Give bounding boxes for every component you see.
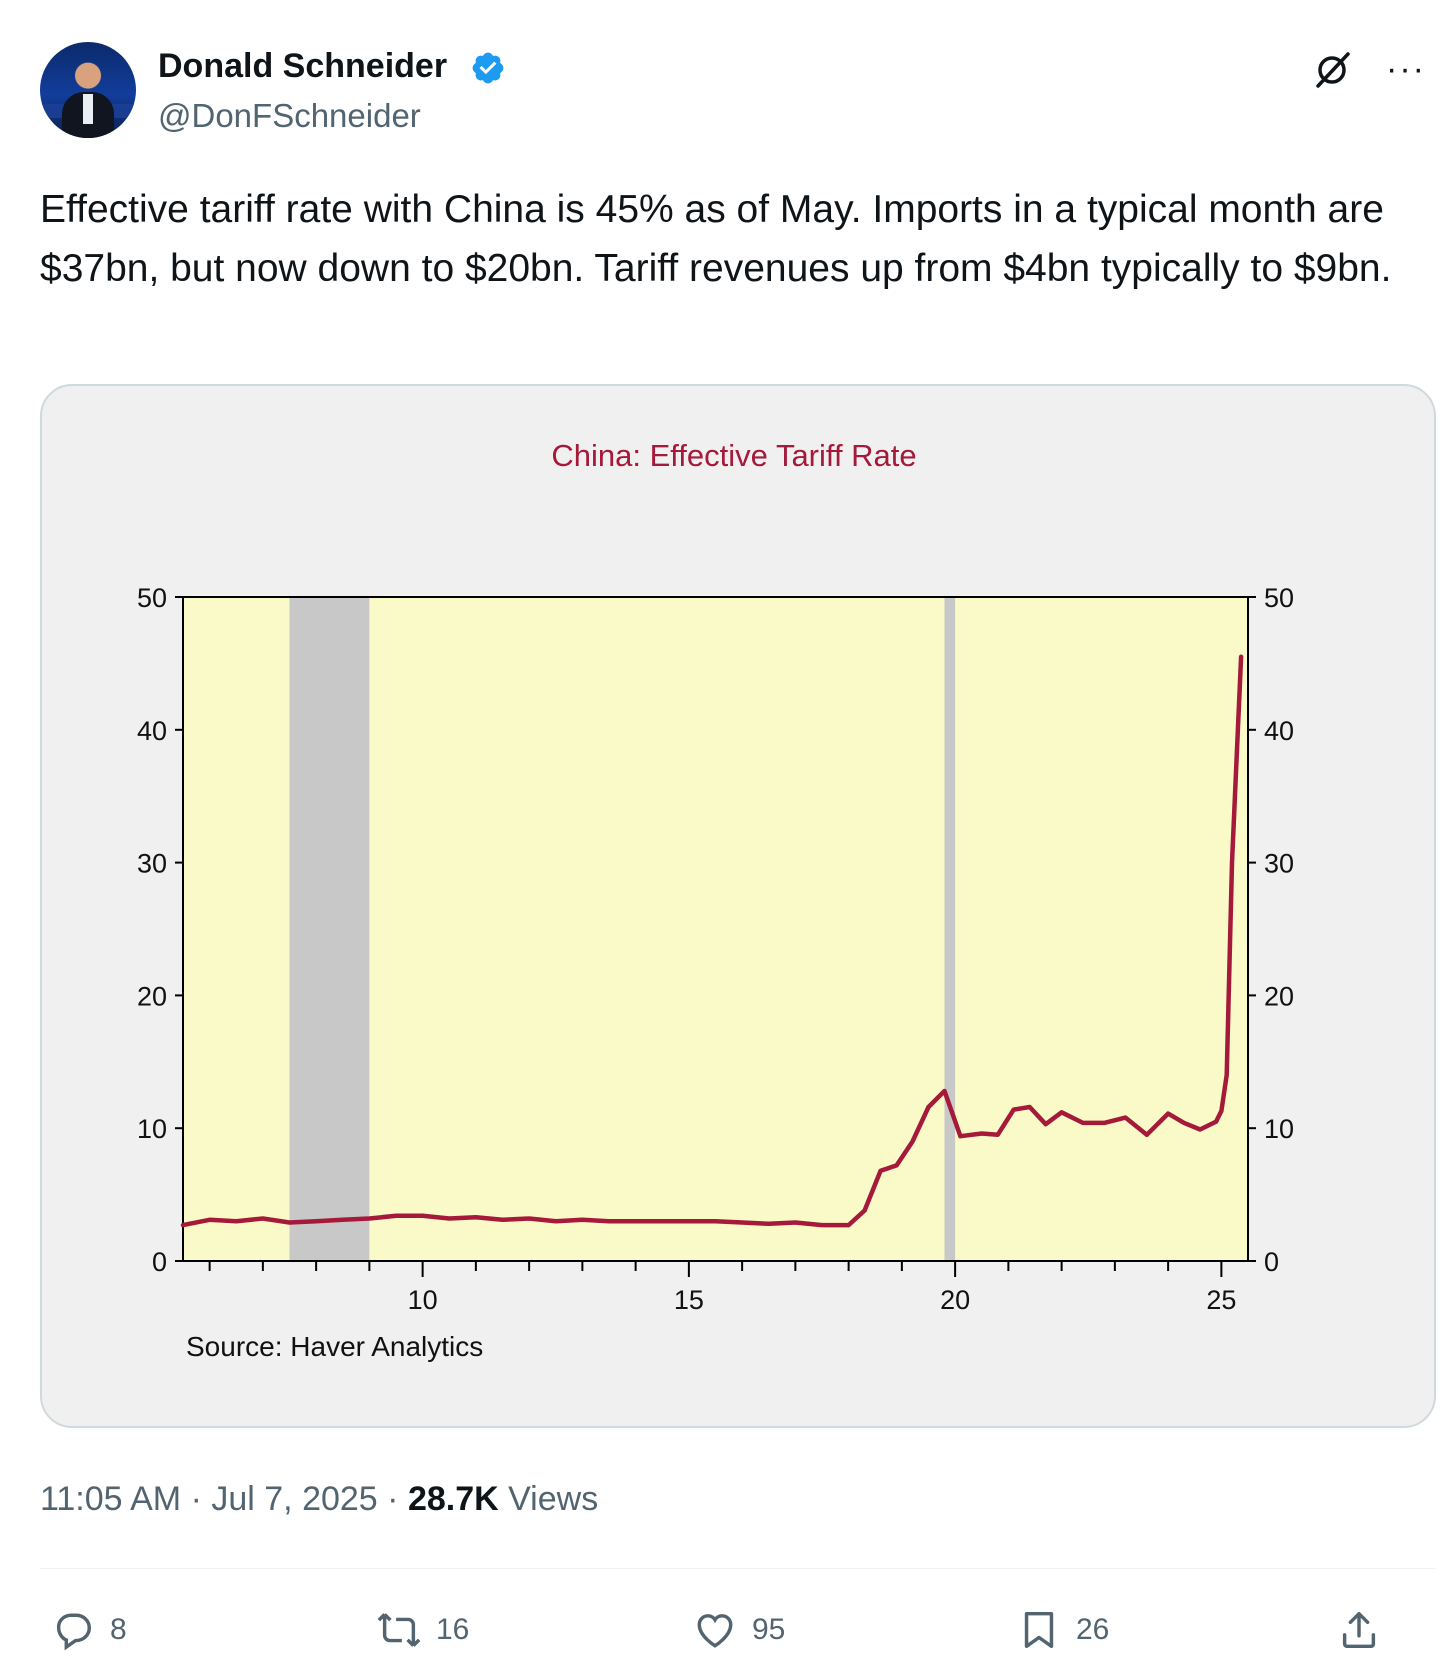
tweet-timestamp: 11:05 AM · Jul 7, 2025 · 28.7K Views — [40, 1478, 598, 1520]
y-tick-label-right: 10 — [1264, 1114, 1294, 1144]
y-tick-label-right: 50 — [1264, 583, 1294, 613]
tweet-time[interactable]: 11:05 AM — [40, 1480, 182, 1518]
bookmark-icon — [1024, 1611, 1054, 1649]
repost-button[interactable]: 16 — [376, 1606, 469, 1654]
views-count: 28.7K — [407, 1480, 499, 1518]
repost-icon — [377, 1613, 421, 1647]
x-tick-label: 25 — [1206, 1285, 1236, 1315]
recession-band-0 — [289, 597, 370, 1261]
y-tick-label-left: 0 — [152, 1247, 167, 1277]
y-tick-label-left: 50 — [137, 583, 167, 613]
author-name[interactable]: Donald Schneider — [158, 47, 448, 85]
y-tick-label-right: 30 — [1264, 849, 1294, 879]
chart-series-line — [180, 654, 1244, 1228]
reply-icon — [56, 1613, 92, 1651]
author-avatar[interactable] — [40, 42, 136, 138]
chart-axes: 0 0 10 10 20 20 30 30 40 40 50 50 10 15 20 25 — [137, 583, 1294, 1315]
views-label: Views — [498, 1480, 599, 1518]
y-tick-label-right: 20 — [1264, 981, 1294, 1011]
tweet-media-chart[interactable]: China: Effective Tariff Rate 0 0 10 10 20 20 3… — [40, 384, 1436, 1428]
x-tick-label: 20 — [940, 1285, 970, 1315]
grok-icon[interactable] — [1310, 48, 1354, 92]
separator-1: · — [181, 1480, 212, 1518]
avatar-shirt — [83, 94, 93, 124]
chart-title: China: Effective Tariff Rate — [551, 438, 916, 473]
tweet-text: Effective tariff rate with China is 45% … — [40, 188, 1392, 290]
share-icon — [1342, 1611, 1376, 1649]
reply-count: 8 — [110, 1613, 127, 1646]
more-options-icon[interactable]: ··· — [1386, 50, 1426, 88]
chart-svg: China: Effective Tariff Rate 0 0 10 10 20 20 3… — [137, 438, 1294, 1362]
like-button[interactable]: 95 — [692, 1606, 785, 1654]
chart-source: Source: Haver Analytics — [186, 1331, 483, 1362]
tariff-rate-line — [180, 654, 1244, 1228]
tweet-date[interactable]: Jul 7, 2025 — [211, 1480, 378, 1518]
recession-shading — [289, 597, 956, 1261]
y-tick-label-left: 40 — [137, 716, 167, 746]
like-count: 95 — [752, 1613, 786, 1646]
y-tick-label-left: 10 — [137, 1114, 167, 1144]
repost-count: 16 — [436, 1613, 470, 1646]
y-tick-label-left: 30 — [137, 849, 167, 879]
y-tick-label-right: 40 — [1264, 716, 1294, 746]
bookmark-count: 26 — [1076, 1613, 1110, 1646]
y-tick-label-right: 0 — [1264, 1247, 1279, 1277]
y-tick-label-left: 20 — [137, 981, 167, 1011]
x-tick-label: 10 — [408, 1285, 438, 1315]
bookmark-button[interactable]: 26 — [1016, 1606, 1109, 1654]
author-handle[interactable]: @DonFSchneider — [158, 97, 421, 134]
recession-band-1 — [944, 597, 956, 1261]
share-button[interactable] — [1336, 1606, 1396, 1654]
separator-2: · — [377, 1480, 408, 1518]
reply-button[interactable]: 8 — [50, 1606, 127, 1654]
verified-badge-icon — [472, 52, 504, 84]
divider — [40, 1568, 1436, 1569]
x-tick-label: 15 — [674, 1285, 704, 1315]
heart-icon — [697, 1614, 733, 1648]
plot-frame — [182, 596, 1249, 1262]
